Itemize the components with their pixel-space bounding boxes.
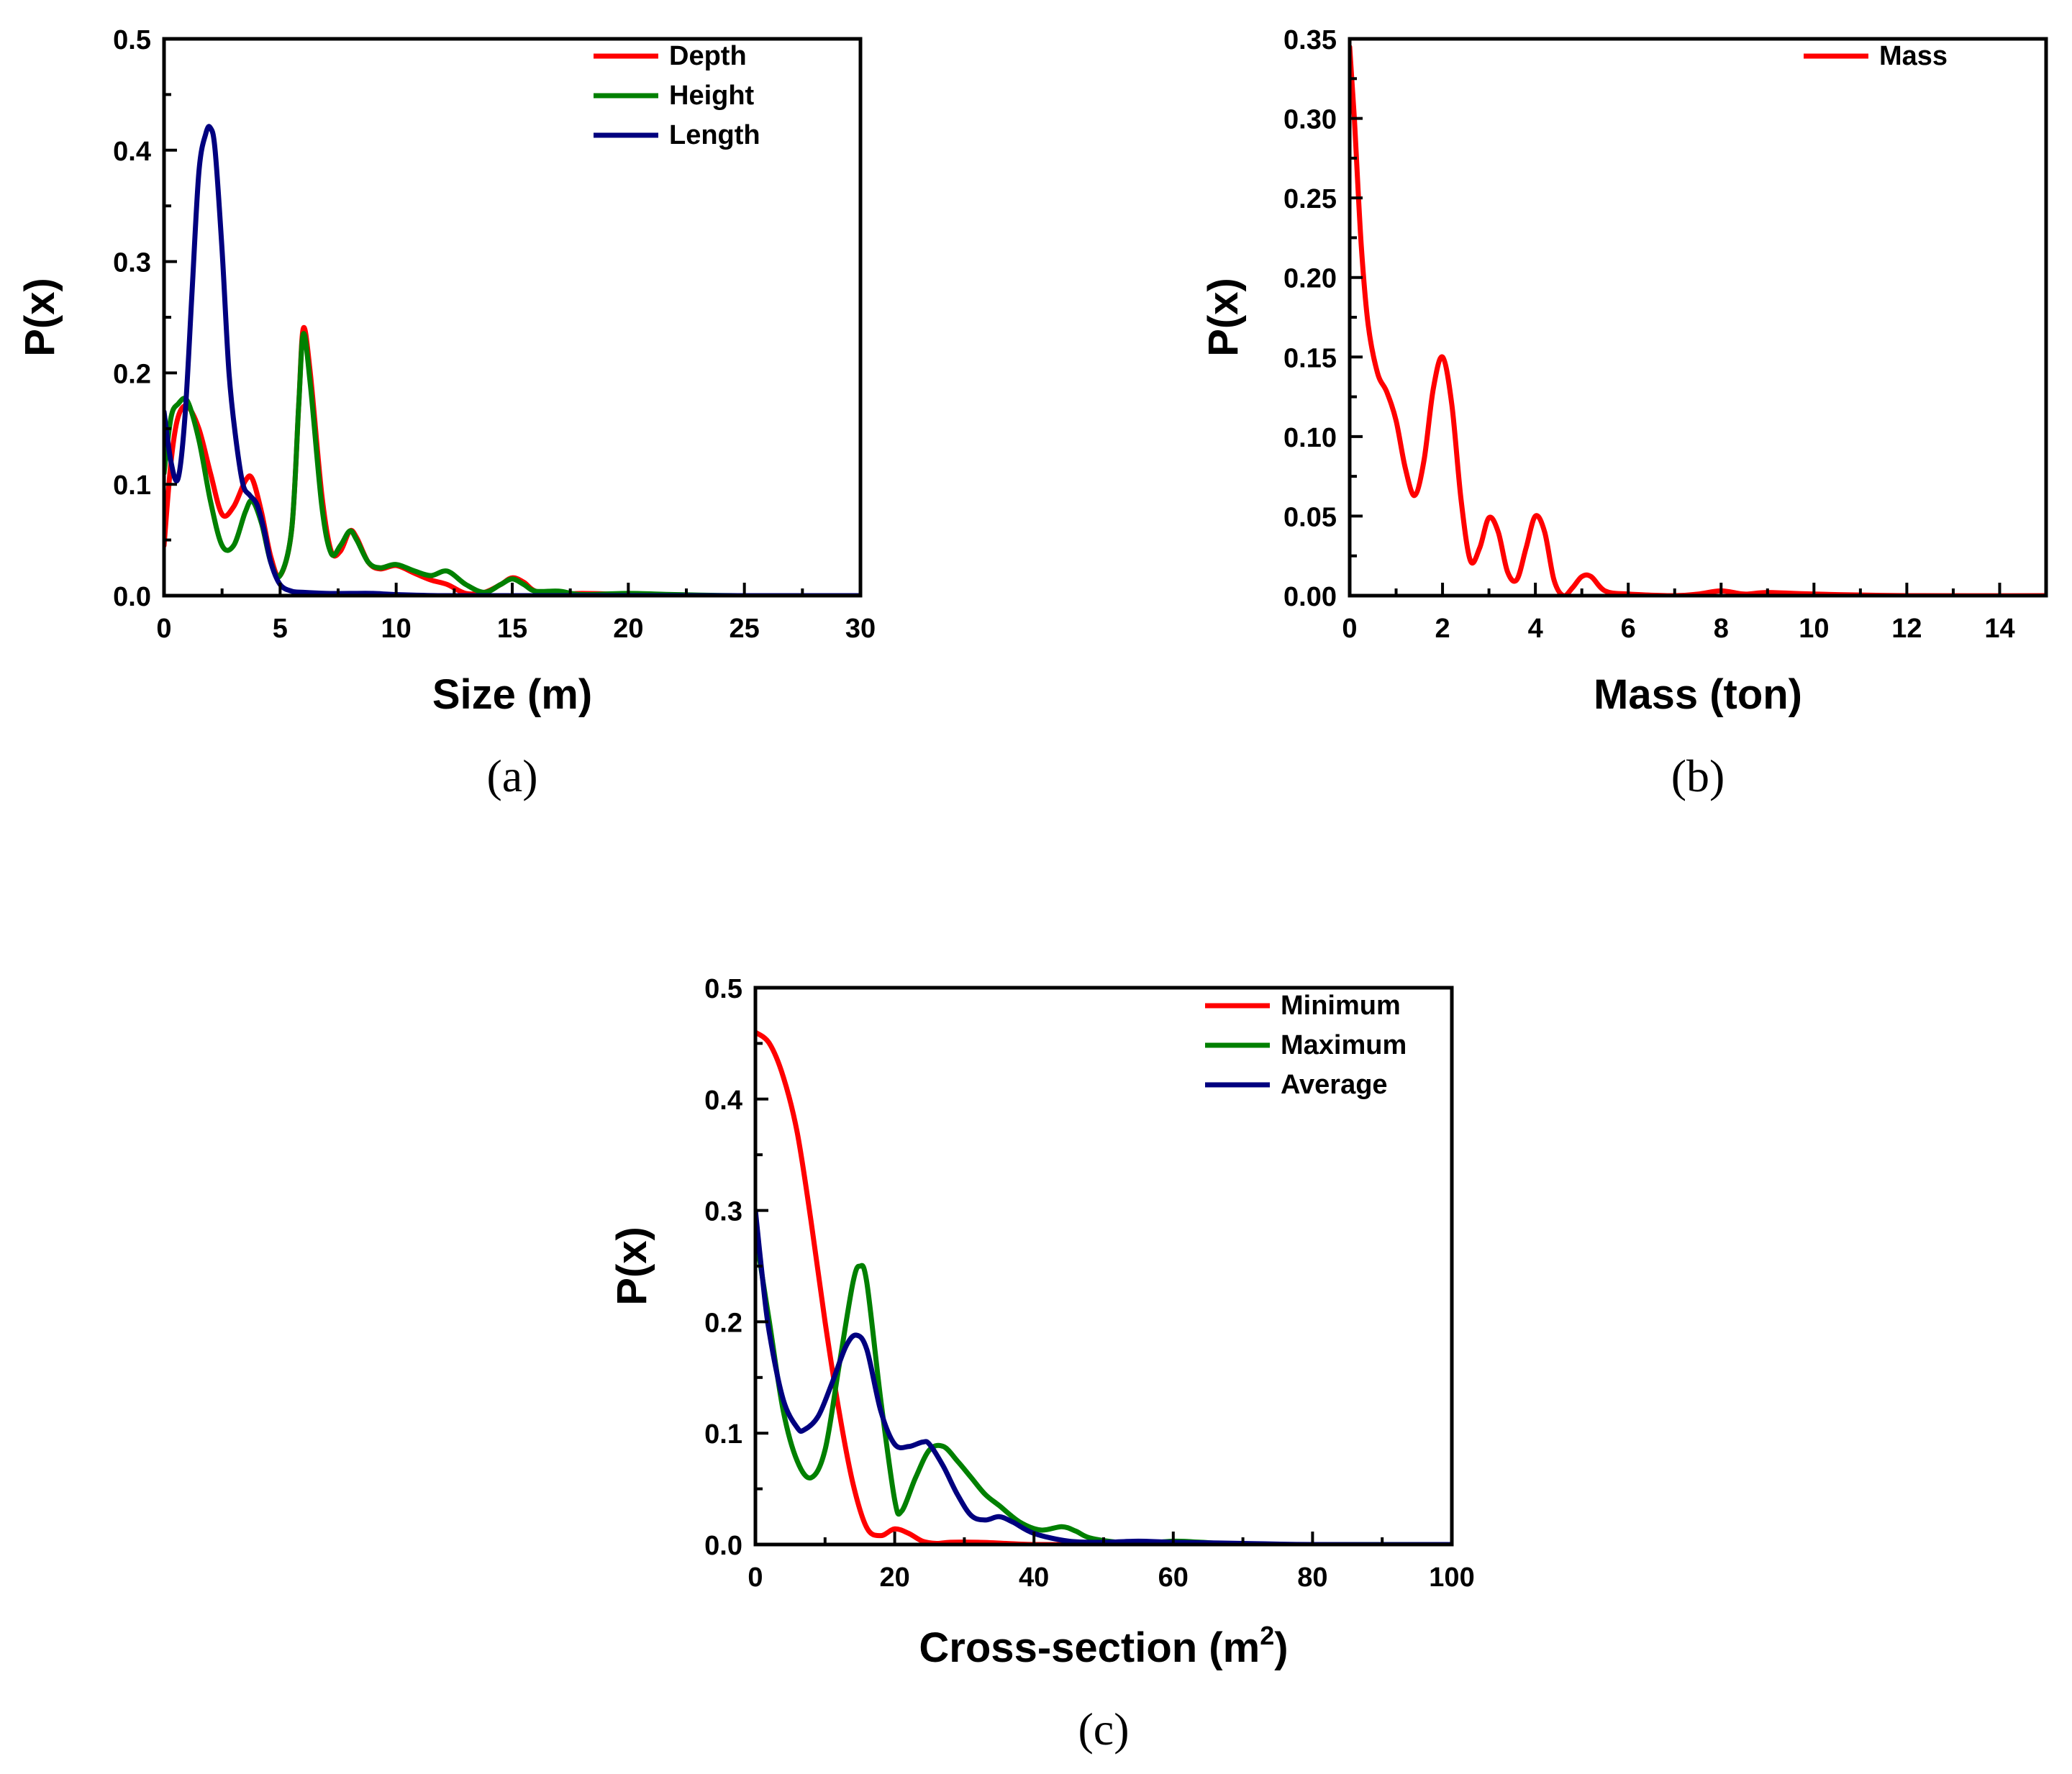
- x-tick-label: 10: [1799, 614, 1829, 644]
- x-tick-label: 20: [613, 614, 643, 644]
- series-line-maximum: [755, 1230, 1452, 1545]
- panel-label: (a): [486, 750, 537, 801]
- legend: Minimum Maximum Average: [1205, 991, 1407, 1100]
- x-tick-label: 12: [1891, 614, 1922, 644]
- y-axis-label: P(x): [609, 1227, 655, 1306]
- legend-label-length: Length: [669, 120, 760, 150]
- x-tick-label: 80: [1297, 1563, 1327, 1593]
- y-tick-label: 0.10: [1283, 423, 1337, 453]
- x-tick-label: 14: [1984, 614, 2014, 644]
- y-tick-label: 0.4: [113, 137, 151, 167]
- legend-label-mass: Mass: [1879, 41, 1948, 71]
- x-axis-label: Mass (ton): [1594, 671, 1802, 718]
- chart-c: 0 20 40 60 80 100 0.0 0.1 0.2 0.3 0.4 0.5 Cross-sect…: [609, 974, 1475, 1755]
- y-tick-label: 0.20: [1283, 264, 1337, 294]
- y-tick-label: 0.5: [704, 974, 742, 1004]
- y-tick-label: 0.05: [1283, 502, 1337, 532]
- x-tick-label: 5: [273, 614, 288, 644]
- y-tick-label: 0.1: [113, 470, 151, 501]
- x-tick-label: 10: [381, 614, 412, 644]
- y-tick-label: 0.2: [704, 1308, 742, 1338]
- x-axis-label: Cross-section (m2): [919, 1621, 1288, 1671]
- x-tick-label: 15: [497, 614, 527, 644]
- x-tick-label: 0: [156, 614, 171, 644]
- y-tick-label: 0.1: [704, 1419, 742, 1450]
- x-tick-label: 2: [1435, 614, 1450, 644]
- x-tick-label: 60: [1158, 1563, 1189, 1593]
- legend-label-depth: Depth: [669, 41, 747, 71]
- y-tick-label: 0.15: [1283, 343, 1337, 373]
- legend: Depth Height Length: [594, 41, 760, 150]
- y-tick-label: 0.4: [704, 1086, 742, 1116]
- series-line-length: [164, 124, 860, 596]
- y-axis-label: P(x): [1200, 278, 1247, 357]
- plot-frame: [1348, 37, 2048, 598]
- x-tick-label: 4: [1528, 614, 1543, 644]
- x-tick-label: 0: [1342, 614, 1357, 644]
- series-line-mass: [1350, 44, 2046, 596]
- y-tick-label: 0.30: [1283, 105, 1337, 135]
- legend-label-height: Height: [669, 81, 755, 111]
- x-axis-label: Size (m): [432, 671, 592, 718]
- series-line-height: [164, 331, 860, 596]
- panel-label: (b): [1671, 750, 1725, 801]
- y-tick-label: 0.5: [113, 25, 151, 55]
- series-line-minimum: [755, 1029, 1452, 1545]
- legend-label-maximum: Maximum: [1281, 1030, 1407, 1060]
- legend-label-average: Average: [1281, 1070, 1388, 1100]
- panel-label: (c): [1078, 1704, 1129, 1755]
- x-tick-label: 8: [1714, 614, 1729, 644]
- y-tick-label: 0.3: [704, 1197, 742, 1227]
- y-tick-label: 0.0: [704, 1531, 742, 1561]
- y-tick-label: 0.3: [113, 248, 151, 278]
- y-tick-label: 0.0: [113, 582, 151, 612]
- x-tick-label: 30: [845, 614, 876, 644]
- legend-label-minimum: Minimum: [1281, 991, 1401, 1021]
- y-tick-label: 0.2: [113, 359, 151, 389]
- x-tick-label: 0: [748, 1563, 763, 1593]
- x-tick-label: 6: [1621, 614, 1636, 644]
- y-tick-label: 0.25: [1283, 184, 1337, 214]
- chart-a: 0 5 10 15 20 25 30 0.0 0.1 0.2 0.3 0.4 0.5 Size (m) P(…: [17, 25, 876, 801]
- y-tick-label: 0.35: [1283, 25, 1337, 55]
- x-tick-label: 20: [879, 1563, 909, 1593]
- y-axis-label: P(x): [17, 278, 63, 357]
- legend: Mass: [1804, 41, 1948, 71]
- series-line-average: [755, 1208, 1452, 1545]
- x-tick-label: 100: [1429, 1563, 1474, 1593]
- chart-b: 0 2 4 6 8 10 12 14 0.00 0.05 0.10 0.15 0.20 0.25 0.30 0…: [1200, 25, 2048, 801]
- y-tick-label: 0.00: [1283, 582, 1337, 612]
- x-tick-label: 25: [730, 614, 760, 644]
- x-tick-label: 40: [1019, 1563, 1049, 1593]
